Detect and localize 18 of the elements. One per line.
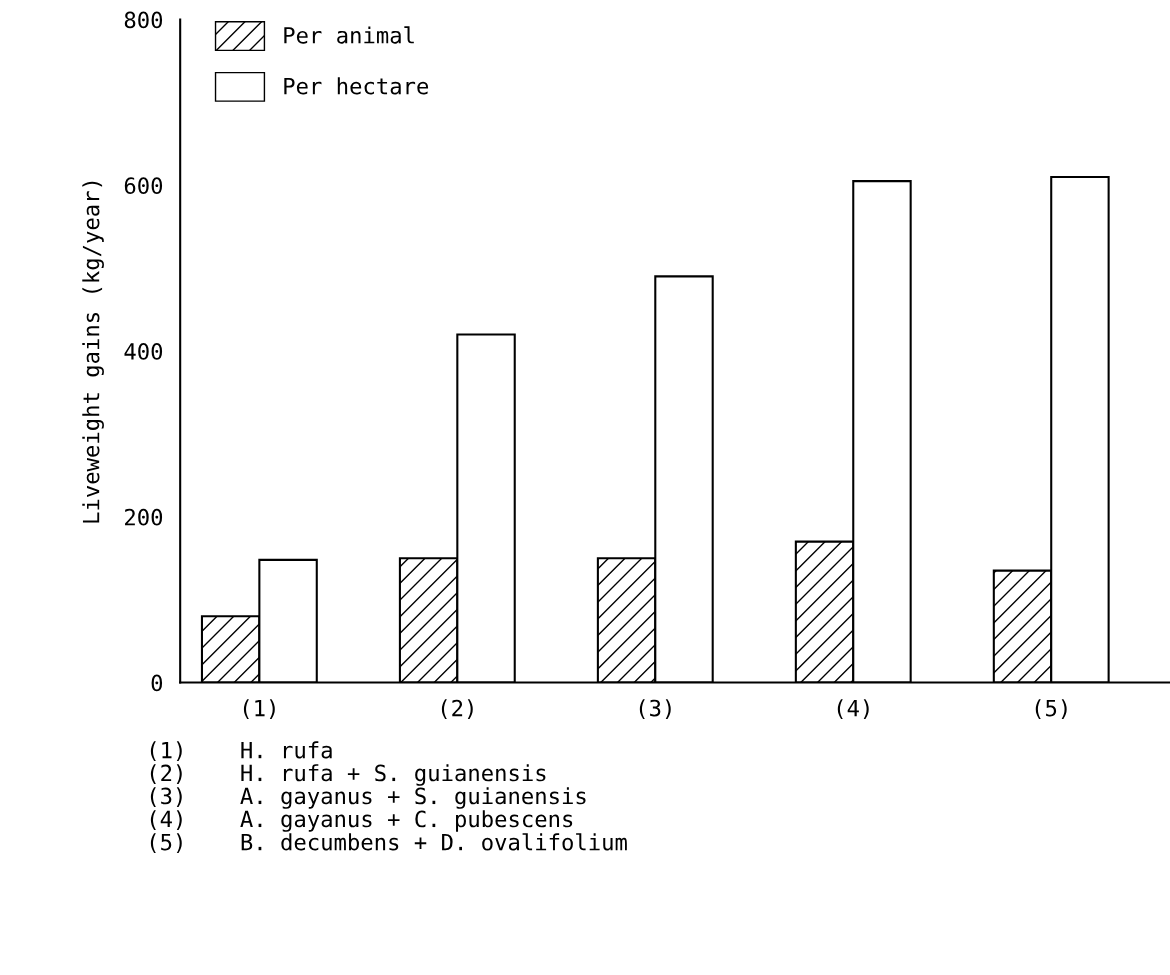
text: (2) H. rufa + S. guianensis	[150, 764, 546, 786]
x-tick-label: (3)	[639, 699, 671, 720]
text: (5) B. decumbens + D. ovalifolium	[150, 833, 627, 854]
x-tick-label: (1)	[243, 699, 275, 720]
y-tick-label: 200	[125, 508, 163, 526]
legend-label: Per hectare	[284, 77, 429, 95]
x-tick-label: (2)	[441, 699, 473, 720]
y-axis-title: Liveweight gains (kg/year)	[82, 181, 104, 523]
legend-label: Per animal	[284, 26, 414, 44]
y-tick-label: 800	[124, 11, 163, 29]
y-tick-label: 600	[124, 177, 163, 195]
y-tick-label: 400	[124, 343, 163, 360]
text: (3) A. gayanus + S. guianensis	[150, 787, 586, 809]
x-tick-label: (4)	[837, 699, 869, 720]
x-tick-label: (5)	[1035, 699, 1067, 720]
text: (1) H. rufa	[150, 741, 332, 762]
y-tick-label: 0	[151, 674, 163, 692]
text: (4) A. gayanus + C. pubescens	[150, 810, 573, 832]
